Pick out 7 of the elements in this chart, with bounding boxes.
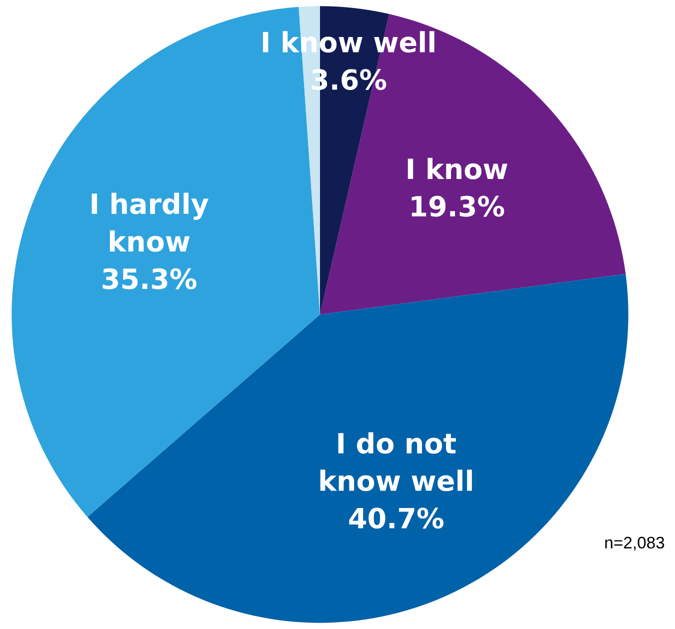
slice-label: I hardly know [92,192,208,252]
data-label: 40.7% [349,508,444,529]
text: n=2,083 [605,536,664,551]
data-label: 19.3% [412,196,504,217]
data-label: 35.3% [102,268,196,290]
slice-label: I do not know well [320,432,472,492]
slice-label: I know [408,158,508,180]
